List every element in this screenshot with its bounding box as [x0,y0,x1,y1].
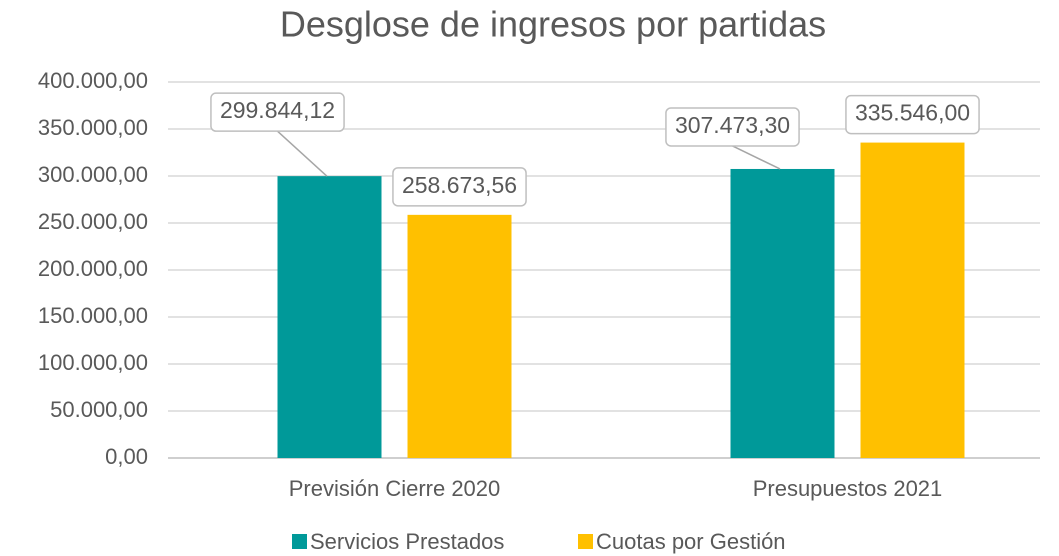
leader-line [276,130,328,177]
y-tick-label: 400.000,00 [38,68,148,93]
chart-title: Desglose de ingresos por partidas [280,4,826,45]
data-label: 335.546,00 [855,100,970,126]
legend-label: Servicios Prestados [310,529,504,554]
legend-label: Cuotas por Gestión [596,529,786,554]
x-tick-label: Presupuestos 2021 [753,476,943,501]
y-tick-label: 150.000,00 [38,303,148,328]
data-label-box [392,167,527,207]
data-label-box [210,92,345,132]
y-tick-label: 300.000,00 [38,162,148,187]
legend-swatch [292,534,307,549]
y-tick-label: 0,00 [105,444,148,469]
y-tick-label: 50.000,00 [50,397,148,422]
y-tick-label: 200.000,00 [38,256,148,281]
data-label: 299.844,12 [220,97,335,123]
leader-line [732,145,781,170]
bar [860,142,965,458]
data-label-box [845,94,980,135]
legend-swatch [578,534,593,549]
y-tick-label: 100.000,00 [38,350,148,375]
y-tick-label: 250.000,00 [38,209,148,234]
bar [277,176,382,458]
bar [730,168,835,458]
data-label-box [665,107,800,147]
bar [407,214,512,458]
x-tick-label: Previsión Cierre 2020 [289,476,501,501]
data-label: 258.673,56 [402,172,517,198]
data-label: 307.473,30 [675,112,790,138]
y-tick-label: 350.000,00 [38,115,148,140]
